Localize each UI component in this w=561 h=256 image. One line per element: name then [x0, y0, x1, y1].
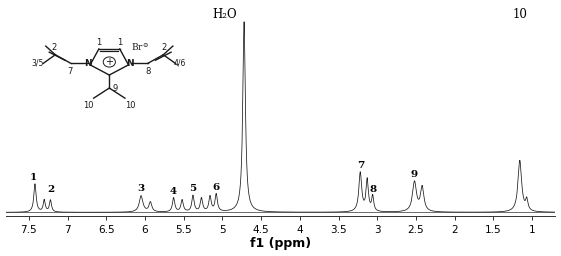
- Text: 8: 8: [370, 185, 377, 194]
- Text: 10: 10: [512, 8, 527, 21]
- Text: 2: 2: [47, 185, 54, 194]
- Text: 3: 3: [137, 184, 144, 193]
- Text: 1: 1: [30, 173, 37, 182]
- Text: 6: 6: [213, 183, 220, 192]
- Text: 4: 4: [170, 187, 177, 196]
- Text: H₂O: H₂O: [213, 8, 237, 21]
- Text: 9: 9: [411, 170, 418, 179]
- Text: 7: 7: [357, 161, 364, 170]
- Text: 5: 5: [190, 184, 196, 193]
- X-axis label: f1 (ppm): f1 (ppm): [250, 238, 311, 250]
